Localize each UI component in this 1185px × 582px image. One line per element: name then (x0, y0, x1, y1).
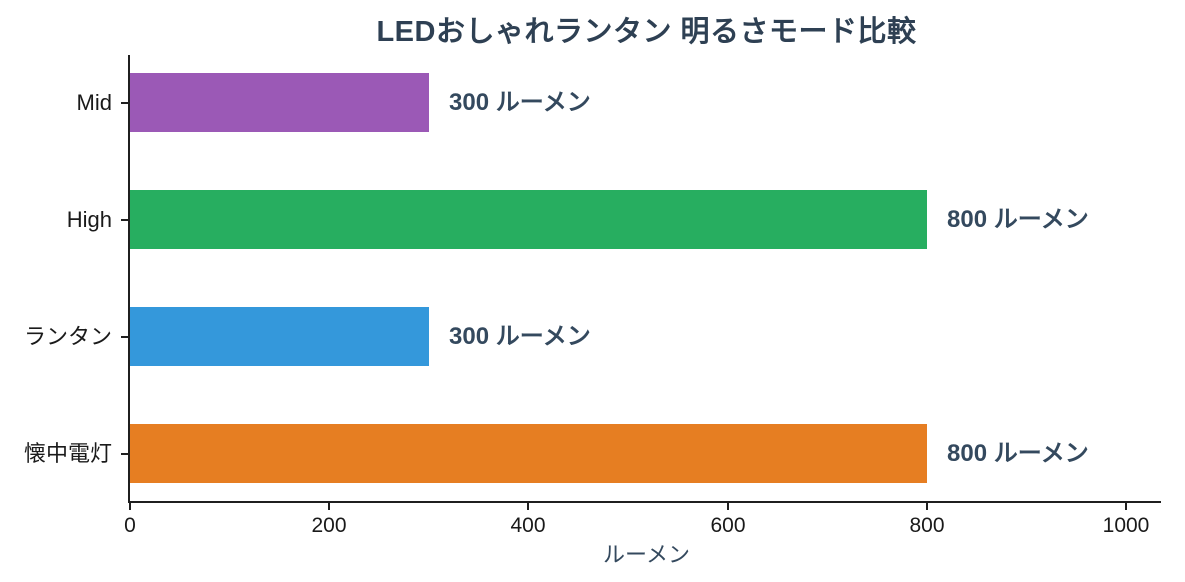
bar-value-label: 800 ルーメン (947, 206, 1089, 233)
chart-title: LEDおしゃれランタン 明るさモード比較 (376, 16, 917, 48)
bar-value-label: 300 ルーメン (449, 323, 591, 350)
bar (130, 424, 927, 483)
plot-area: Mid 300 ルーメン High 800 ルーメン ランタン 300 ルーメン 懐中電灯 8… (24, 55, 1161, 537)
x-axis-tick (1125, 501, 1127, 510)
x-axis-tick (129, 501, 131, 510)
y-axis-tick (121, 102, 130, 104)
x-tick-label: 0 (124, 514, 136, 537)
x-axis-title: ルーメン (602, 542, 691, 567)
x-tick-label: 200 (311, 514, 347, 537)
bar (130, 190, 927, 249)
y-tick-label: High (66, 207, 112, 232)
bar-value-label: 300 ルーメン (449, 89, 591, 116)
bar (130, 307, 429, 366)
bar (130, 73, 429, 132)
y-axis-tick (121, 453, 130, 455)
x-tick-label: 600 (710, 514, 746, 537)
x-axis-tick (328, 501, 330, 510)
y-tick-label: ランタン (23, 324, 112, 349)
x-axis-tick (527, 501, 529, 510)
y-axis-tick (121, 219, 130, 221)
y-tick-label: Mid (76, 90, 112, 115)
y-tick-label: 懐中電灯 (23, 441, 112, 466)
y-axis-tick (121, 336, 130, 338)
x-tick-label: 800 (909, 514, 945, 537)
bar-value-label: 800 ルーメン (947, 440, 1089, 467)
x-axis-tick (727, 501, 729, 510)
x-axis-tick (926, 501, 928, 510)
x-tick-label: 400 (510, 514, 546, 537)
x-tick-label: 1000 (1102, 514, 1150, 537)
